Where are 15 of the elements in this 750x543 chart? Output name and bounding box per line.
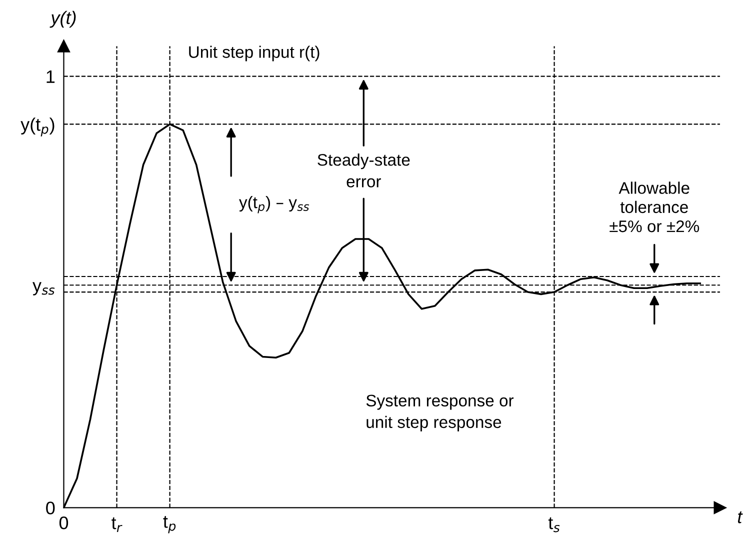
- annotation: Unit step input r(t): [189, 46, 320, 62]
- y-tick-label: y(t$_{p}$): [20, 118, 54, 136]
- annotation: System response or unit step response: [366, 394, 514, 432]
- x-tick-label: t$_{p}$: [163, 516, 176, 534]
- y-tick-label: 1: [46, 70, 55, 83]
- annotation: Steady-state error: [318, 154, 410, 188]
- annotation: y(t$_{p}$) – y$_{ss}$: [239, 196, 310, 214]
- y-tick-label: y$_{ss}$: [32, 282, 55, 296]
- x-tick-label: t$_{s}$: [548, 517, 560, 532]
- annotation: Allowable tolerance ±5% or ±2%: [610, 182, 700, 232]
- x-tick-label: t$_{r}$: [112, 517, 122, 532]
- y-axis-title: y(t): [50, 10, 76, 28]
- x-axis-title: t: [738, 511, 743, 524]
- y-tick-label: 0: [46, 502, 55, 514]
- x-tick-label: 0: [59, 516, 68, 530]
